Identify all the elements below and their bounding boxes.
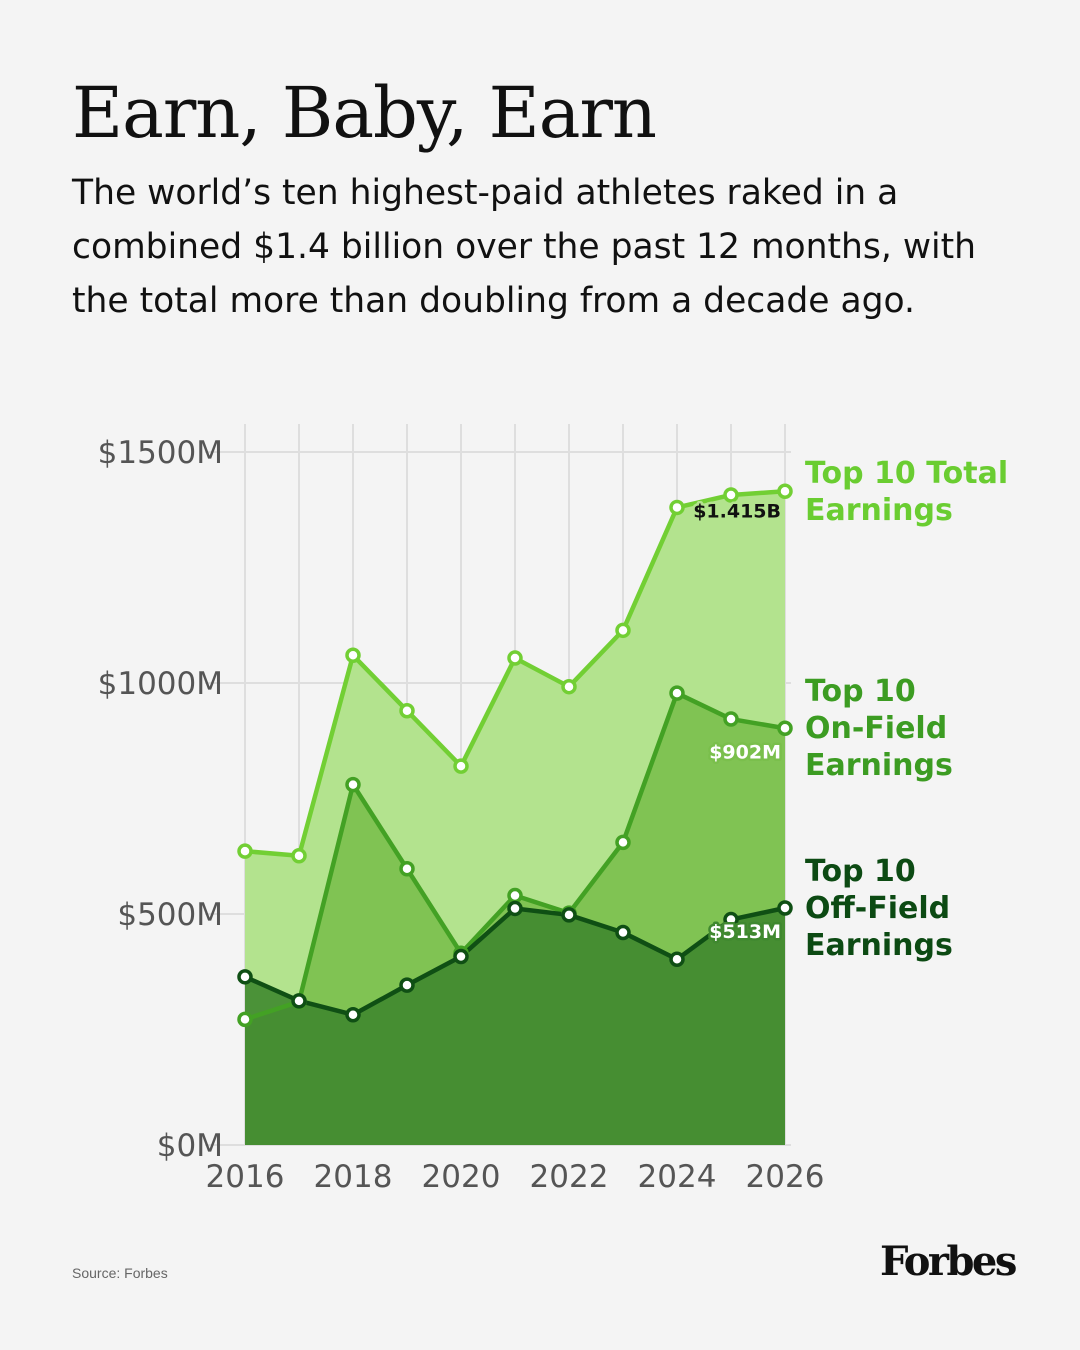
data-point — [777, 483, 793, 500]
data-point — [237, 1011, 253, 1028]
end-value-label: $513M — [709, 921, 781, 943]
data-point — [561, 907, 577, 923]
series-points — [237, 483, 793, 1028]
chart-title: Earn, Baby, Earn — [72, 72, 657, 154]
data-point — [777, 900, 793, 916]
data-point — [399, 860, 415, 877]
data-point — [507, 887, 523, 904]
series-label: Earnings — [805, 493, 953, 528]
data-point — [723, 487, 739, 503]
area-series-2 — [245, 907, 785, 1145]
series-label: Off-Field — [805, 891, 950, 926]
data-point — [669, 951, 685, 968]
y-tick-label: $500M — [117, 897, 223, 933]
forbes-logo: Forbes — [880, 1238, 1017, 1285]
data-point — [237, 969, 253, 985]
data-point — [453, 948, 469, 965]
axis-labels: $0M $500M $1000M $1500M 2016 2018 2020 2022 2024… — [98, 435, 825, 1195]
x-tick-label: 2016 — [206, 1159, 285, 1195]
x-tick-label: 2020 — [422, 1159, 501, 1195]
data-point — [615, 834, 631, 851]
data-point — [777, 720, 793, 737]
series-label: Top 10 — [805, 674, 916, 709]
end-value-label: $1.415B — [693, 500, 781, 522]
x-tick-label: 2024 — [638, 1159, 717, 1195]
data-point — [561, 678, 577, 695]
data-point — [507, 650, 523, 666]
data-point — [453, 758, 469, 774]
data-point — [615, 622, 631, 639]
series-areas — [245, 491, 785, 1145]
chart-subtitle: The world’s ten highest-paid athletes ra… — [72, 173, 977, 321]
source-note: Source: Forbes — [72, 1265, 168, 1281]
series-label: Top 10 — [805, 854, 916, 889]
data-point — [291, 848, 307, 864]
data-point — [345, 647, 361, 664]
end-value-label: $902M — [709, 741, 781, 763]
data-point — [507, 900, 523, 917]
data-point — [723, 711, 739, 727]
x-tick-label: 2018 — [314, 1159, 393, 1195]
y-tick-label: $0M — [157, 1128, 223, 1164]
x-tick-label: 2022 — [530, 1159, 609, 1195]
data-point — [291, 993, 307, 1009]
y-tick-label: $1000M — [98, 666, 223, 702]
data-point — [345, 1006, 361, 1023]
y-tick-label: $1500M — [98, 435, 223, 471]
series-label: On-Field — [805, 711, 947, 746]
series-label: Earnings — [805, 748, 953, 783]
series-label: Top 10 Total — [805, 456, 1008, 491]
data-point — [345, 776, 361, 793]
data-point — [669, 685, 685, 701]
data-point — [399, 702, 415, 719]
data-point — [615, 924, 631, 941]
series-label: Earnings — [805, 928, 953, 963]
data-point — [723, 911, 739, 928]
data-point — [399, 977, 415, 993]
data-point — [669, 499, 685, 516]
x-tick-label: 2026 — [746, 1159, 825, 1195]
data-point — [237, 843, 253, 859]
